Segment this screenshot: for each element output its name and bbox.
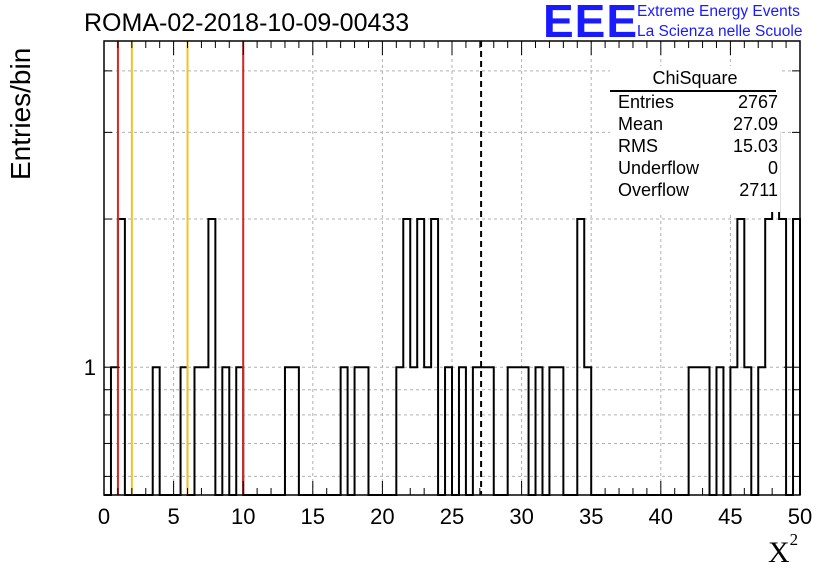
x-tick-label: 0 <box>98 504 110 529</box>
y-axis-label: Entries/bin <box>5 47 36 180</box>
stat-row-rms: RMS 15.03 <box>618 136 778 158</box>
x-tick-label: 15 <box>301 504 325 529</box>
stat-value: 15.03 <box>732 136 778 156</box>
eee-logo: EEE Extreme Energy Events La Scienza nel… <box>543 0 833 50</box>
eee-logo-mark: EEE <box>543 0 639 47</box>
stat-row-underflow: Underflow 0 <box>618 158 778 180</box>
stat-value: 27.09 <box>732 114 778 134</box>
stat-label: Entries <box>618 92 675 112</box>
x-tick-label: 35 <box>579 504 603 529</box>
x-tick-label: 20 <box>370 504 394 529</box>
stat-value: 2711 <box>739 180 778 200</box>
x-axis-label: Χ2 <box>768 530 798 570</box>
stat-label: RMS <box>618 136 658 156</box>
x-tick-label: 40 <box>649 504 673 529</box>
stats-box-divider <box>610 90 776 92</box>
x-axis-label-symbol: Χ <box>768 536 790 569</box>
stat-value: 2767 <box>737 92 778 112</box>
stats-box: ChiSquare Entries 2767 Mean 27.09 RMS 15… <box>610 66 780 212</box>
x-tick-label: 50 <box>788 504 812 529</box>
stat-label: Mean <box>618 114 664 134</box>
stat-row-overflow: Overflow 2711 <box>618 180 778 202</box>
eee-logo-line2: La Scienza nelle Scuole <box>637 23 803 40</box>
eee-logo-line1: Extreme Energy Events <box>637 3 800 20</box>
chart-title: ROMA-02-2018-10-09-00433 <box>84 9 410 37</box>
stat-row-mean: Mean 27.09 <box>618 114 778 136</box>
stat-value: 0 <box>767 158 778 178</box>
x-tick-label: 10 <box>231 504 255 529</box>
stat-row-entries: Entries 2767 <box>618 92 778 114</box>
x-tick-label: 45 <box>718 504 742 529</box>
x-tick-label: 25 <box>440 504 464 529</box>
x-tick-label: 5 <box>167 504 179 529</box>
stats-box-title: ChiSquare <box>652 68 738 88</box>
x-axis-label-superscript: 2 <box>789 530 799 549</box>
x-tick-label: 30 <box>509 504 533 529</box>
y-tick-label: 1 <box>84 355 96 380</box>
stat-label: Overflow <box>618 180 690 200</box>
stat-label: Underflow <box>618 158 700 178</box>
